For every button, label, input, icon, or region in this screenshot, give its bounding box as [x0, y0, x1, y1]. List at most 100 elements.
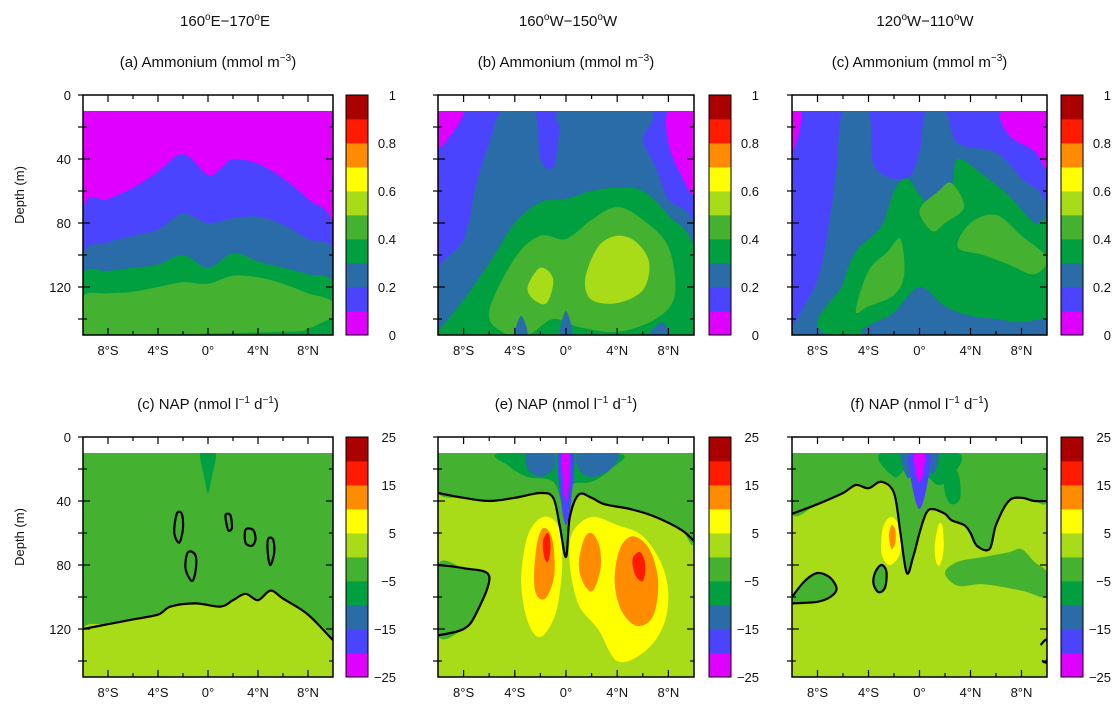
x-tick-label: 0°	[913, 343, 925, 358]
colorbar-label: 0.2	[378, 280, 396, 295]
x-tick-label: 4°N	[606, 685, 628, 700]
colorbar-swatch	[709, 653, 731, 678]
colorbar-label: 0.8	[378, 136, 396, 151]
colorbar-swatch	[709, 581, 731, 606]
colorbar-swatch	[346, 581, 368, 606]
colorbar-swatch	[1061, 533, 1083, 558]
colorbar-frame	[1060, 436, 1084, 678]
y-axis-label: Depth (m)	[12, 508, 27, 566]
zero-contour-line-3	[872, 563, 888, 594]
no-data-band	[83, 95, 333, 111]
colorbar-swatch	[1061, 143, 1083, 168]
colorbar-swatch	[709, 509, 731, 534]
x-tick-label: 8°N	[657, 685, 679, 700]
panel-5: 8°S 4°S 0° 4°N 8°N (e) NAP (nmol l−1 d−1) 25 15…	[433, 395, 759, 700]
x-tick-label: 0°	[202, 685, 214, 700]
x-tick-label: 4°N	[606, 343, 628, 358]
filled-contours	[83, 111, 333, 335]
contour-fill-11	[792, 572, 837, 604]
panel-title: (b) Ammonium (mmol m−3)	[478, 53, 654, 71]
colorbar-label: 0	[752, 328, 759, 343]
colorbar-label: −5	[1096, 574, 1111, 589]
zero-contour-line-6	[266, 536, 276, 567]
colorbar-swatch	[1061, 557, 1083, 582]
contour-fill-1	[792, 453, 1047, 574]
colorbar-swatch	[1061, 581, 1083, 606]
x-tick-label: 8°S	[807, 343, 828, 358]
colorbar-label: 15	[745, 478, 759, 493]
colorbar-swatch	[346, 605, 368, 630]
colorbar-label: 1	[752, 88, 759, 103]
colorbar-swatch	[1061, 95, 1083, 120]
contour-fill-12	[873, 564, 887, 593]
panel-6: 8°S 4°S 0° 4°N 8°N (f) NAP (nmol l−1 d−1) 25 15…	[787, 395, 1111, 700]
contour-fill-1	[792, 111, 802, 152]
panel-title: (a) Ammonium (mmol m−3)	[120, 53, 296, 71]
contour-fill-6	[919, 182, 965, 232]
x-tick-label: 8°S	[453, 343, 474, 358]
panel-1: 8°S 4°S 0° 4°N 8°N 0 40 80 120 Depth (m) (a) Ammon…	[12, 53, 396, 358]
zero-contour-line-1	[438, 491, 694, 559]
colorbar-swatch	[709, 437, 731, 462]
colorbar-swatch	[709, 143, 731, 168]
colorbar-swatch	[1061, 287, 1083, 312]
x-tick-label: 4°S	[858, 343, 879, 358]
colorbar-label: 0.2	[1093, 280, 1111, 295]
x-tick-label: 0°	[913, 685, 925, 700]
colorbar: 1 0.8 0.6 0.4 0.2 0	[345, 88, 396, 343]
colorbar-swatch	[1061, 191, 1083, 216]
x-axis: 8°S 4°S 0° 4°N 8°N	[453, 437, 679, 700]
y-axis: 0 40 80 120 Depth (m)	[12, 430, 333, 662]
panel-title: (f) NAP (nmol l−1 d−1)	[850, 395, 988, 413]
zero-contour-line-1	[792, 480, 1047, 575]
panel-title: (c) NAP (nmol l−1 d−1)	[137, 395, 279, 413]
x-tick-label: 4°N	[247, 685, 269, 700]
colorbar-label: 0	[1104, 328, 1111, 343]
colorbar-swatch	[709, 239, 731, 264]
colorbar-label: 5	[389, 526, 396, 541]
colorbar-label: 1	[1104, 88, 1111, 103]
colorbar-swatch	[1061, 311, 1083, 336]
contour-fill-8	[860, 286, 1047, 335]
no-data-band	[792, 95, 1047, 111]
colorbar-frame	[345, 436, 369, 678]
x-axis: 8°S 4°S 0° 4°N 8°N	[453, 95, 679, 358]
panel-4: 8°S 4°S 0° 4°N 8°N 0 40 80 120 Depth (m) (c) NAP (…	[12, 395, 396, 700]
y-tick-label: 0	[64, 430, 71, 445]
x-tick-label: 0°	[560, 343, 572, 358]
colorbar-label: 5	[752, 526, 759, 541]
colorbar-label: 0.6	[378, 184, 396, 199]
contour-fill-14	[632, 552, 646, 582]
no-data-band	[438, 95, 694, 111]
contour-fill-4	[83, 275, 333, 335]
colorbar-label: 15	[1097, 478, 1111, 493]
colorbar-swatch	[346, 557, 368, 582]
colorbar-label: 0.2	[741, 280, 759, 295]
contour-fill-10	[649, 322, 669, 335]
colorbar-label: 15	[382, 478, 396, 493]
colorbar-label: 0.8	[741, 136, 759, 151]
colorbar-frame	[1060, 94, 1084, 336]
colorbar-swatch	[346, 119, 368, 144]
y-axis	[787, 436, 1047, 662]
colorbar-label: −15	[737, 622, 759, 637]
contour-fill-2	[83, 590, 333, 677]
x-tick-label: 4°S	[147, 685, 168, 700]
colorbar-swatch	[346, 533, 368, 558]
colorbar-swatch	[709, 167, 731, 192]
y-tick-label: 120	[49, 280, 71, 295]
x-tick-label: 8°N	[297, 343, 319, 358]
colorbar-swatch	[1061, 263, 1083, 288]
x-tick-label: 4°S	[147, 343, 168, 358]
contour-fill-13	[542, 532, 551, 563]
contour-fill-5	[855, 238, 905, 314]
colorbar: 25 15 5 −5 −15 −25	[345, 430, 396, 685]
zero-contour-line-2	[792, 571, 838, 605]
x-tick-label: 4°N	[960, 685, 982, 700]
colorbar: 25 15 5 −5 −15 −25	[1060, 430, 1111, 685]
colorbar-swatch	[346, 95, 368, 120]
x-tick-label: 4°N	[247, 343, 269, 358]
colorbar-swatch	[346, 239, 368, 264]
contour-fill-10	[888, 524, 896, 550]
